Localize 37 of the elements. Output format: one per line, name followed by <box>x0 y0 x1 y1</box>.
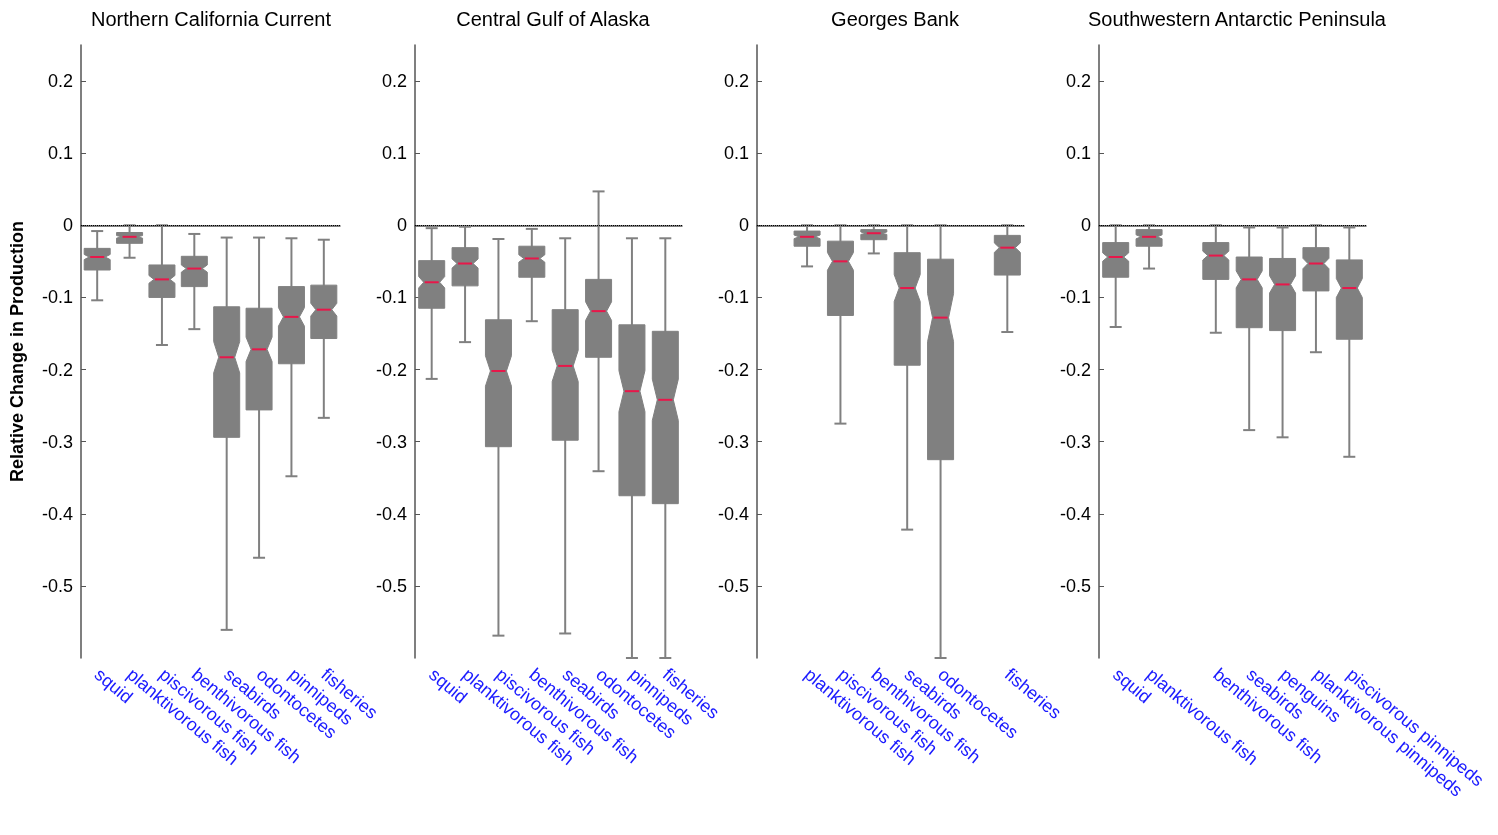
y-tick-label: -0.4 <box>375 503 407 524</box>
chart-title: Southwestern Antarctic Peninsula <box>1088 8 1387 30</box>
y-tick-label: 0.1 <box>381 143 407 164</box>
y-tick-label: 0.2 <box>47 71 73 92</box>
chart-title: Georges Bank <box>831 8 960 30</box>
y-tick-label: 0.1 <box>723 143 749 164</box>
y-tick-label: -0.2 <box>717 359 749 380</box>
y-tick-label: -0.3 <box>717 431 749 452</box>
y-tick-label: -0.3 <box>41 431 73 452</box>
y-tick-label: -0.3 <box>375 431 407 452</box>
y-tick-label: 0 <box>62 215 73 236</box>
y-tick-label: 0 <box>1080 215 1091 236</box>
y-tick-label: -0.1 <box>717 287 749 308</box>
y-tick-label: 0.2 <box>723 71 749 92</box>
y-tick-label: -0.5 <box>1059 575 1091 596</box>
y-tick-label: -0.4 <box>1059 503 1091 524</box>
y-tick-label: -0.1 <box>41 287 73 308</box>
y-tick-label: 0.2 <box>1065 71 1091 92</box>
y-tick-label: -0.5 <box>41 575 73 596</box>
y-tick-label: -0.1 <box>1059 287 1091 308</box>
y-tick-label: 0.1 <box>47 143 73 164</box>
chart-title: Central Gulf of Alaska <box>456 8 651 30</box>
y-tick-label: 0 <box>738 215 749 236</box>
y-tick-label: 0 <box>396 215 407 236</box>
y-tick-label: 0.1 <box>1065 143 1091 164</box>
y-tick-label: -0.2 <box>41 359 73 380</box>
y-tick-label: 0.2 <box>381 71 407 92</box>
y-tick-label: -0.4 <box>717 503 749 524</box>
chart-title: Northern California Current <box>90 8 332 30</box>
y-tick-label: -0.2 <box>1059 359 1091 380</box>
y-tick-label: -0.4 <box>41 503 73 524</box>
y-tick-label: -0.2 <box>375 359 407 380</box>
y-axis-title: Relative Change in Production <box>7 220 27 483</box>
y-tick-label: -0.3 <box>1059 431 1091 452</box>
y-tick-label: -0.1 <box>375 287 407 308</box>
y-tick-label: -0.5 <box>717 575 749 596</box>
y-tick-label: -0.5 <box>375 575 407 596</box>
